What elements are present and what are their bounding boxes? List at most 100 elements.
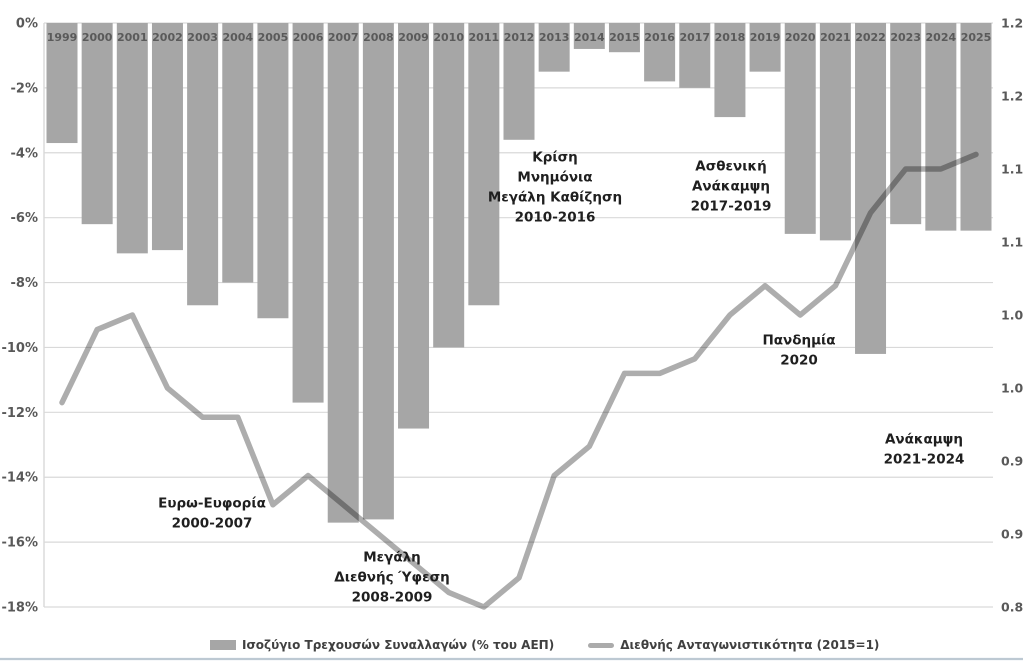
annotation-line: Ανάκαμψη bbox=[692, 179, 770, 195]
bar-2024 bbox=[925, 23, 957, 231]
annotation-line: 2020 bbox=[780, 353, 818, 369]
bar-year-label-2005: 2005 bbox=[258, 31, 289, 44]
bar-year-label-2000: 2000 bbox=[82, 31, 113, 44]
left-axis-label: -2% bbox=[11, 81, 38, 96]
bar-2023 bbox=[890, 23, 922, 225]
annotation-line: Ανάκαμψη bbox=[885, 432, 963, 448]
bar-2012 bbox=[503, 23, 535, 140]
bar-2010 bbox=[433, 23, 465, 348]
bar-year-label-2001: 2001 bbox=[117, 31, 148, 44]
bar-year-label-2009: 2009 bbox=[398, 31, 429, 44]
bar-2019 bbox=[749, 23, 781, 72]
bar-year-label-2002: 2002 bbox=[152, 31, 183, 44]
annotation-line: 2017-2019 bbox=[691, 199, 772, 215]
bar-year-label-2003: 2003 bbox=[187, 31, 218, 44]
annotation-line: 2008-2009 bbox=[352, 590, 433, 606]
annotation-weak-recovery: Ασθενική Ανάκαμψη 2017-2019 bbox=[691, 159, 772, 215]
bar-year-label-1999: 1999 bbox=[47, 31, 78, 44]
left-axis-label: -4% bbox=[11, 146, 38, 161]
annotation-line: Κρίση bbox=[532, 150, 578, 166]
bar-2001 bbox=[116, 23, 148, 254]
bar-year-label-2017: 2017 bbox=[679, 31, 710, 44]
annotation-line: Μεγάλη Καθίζηση bbox=[488, 190, 622, 206]
bar-2007 bbox=[327, 23, 359, 523]
legend-label-competitiveness: Διεθνής Ανταγωνιστικότητα (2015=1) bbox=[620, 638, 880, 652]
left-axis-label: 0% bbox=[16, 17, 38, 32]
left-axis-label: -14% bbox=[1, 471, 38, 486]
bar-2022 bbox=[855, 23, 887, 354]
bar-2008 bbox=[362, 23, 394, 520]
legend-item-current-account: Ισοζύγιο Τρεχουσών Συναλλαγών (% του ΑΕΠ… bbox=[210, 638, 554, 652]
legend-line-swatch-icon bbox=[588, 642, 615, 648]
bar-year-label-2018: 2018 bbox=[715, 31, 746, 44]
left-axis-label: -6% bbox=[11, 211, 38, 226]
right-axis-label: 0.8 bbox=[1001, 600, 1023, 615]
bar-2018 bbox=[714, 23, 746, 118]
bar-year-label-2014: 2014 bbox=[574, 31, 605, 44]
bar-2021 bbox=[819, 23, 851, 241]
chart-legend: Ισοζύγιο Τρεχουσών Συναλλαγών (% του ΑΕΠ… bbox=[210, 638, 879, 652]
right-axis-label: 0.9 bbox=[1001, 527, 1023, 542]
bar-2002 bbox=[151, 23, 183, 251]
bar-year-label-2024: 2024 bbox=[926, 31, 957, 44]
bar-2013 bbox=[538, 23, 570, 72]
bar-year-label-2006: 2006 bbox=[293, 31, 324, 44]
annotation-line: Ευρω-Ευφορία bbox=[158, 496, 266, 512]
bar-year-label-2007: 2007 bbox=[328, 31, 359, 44]
bar-year-label-2008: 2008 bbox=[363, 31, 394, 44]
bar-year-label-2015: 2015 bbox=[609, 31, 640, 44]
bar-year-label-2025: 2025 bbox=[961, 31, 992, 44]
bar-2009 bbox=[398, 23, 430, 429]
left-axis-label: -8% bbox=[11, 276, 38, 291]
legend-label-current-account: Ισοζύγιο Τρεχουσών Συναλλαγών (% του ΑΕΠ… bbox=[242, 638, 555, 652]
annotation-line: Μνημόνια bbox=[517, 170, 592, 186]
bar-2005 bbox=[257, 23, 289, 319]
left-axis-label: -12% bbox=[1, 406, 38, 421]
competitiveness-line bbox=[59, 151, 979, 610]
bar-year-label-2013: 2013 bbox=[539, 31, 570, 44]
right-axis-label: 1.2 bbox=[1001, 16, 1023, 31]
legend-item-competitiveness: Διεθνής Ανταγωνιστικότητα (2015=1) bbox=[588, 638, 879, 652]
right-axis-label: 1.2 bbox=[1001, 89, 1023, 104]
left-axis-label: -18% bbox=[1, 601, 38, 616]
bar-2003 bbox=[187, 23, 219, 306]
annotation-recovery: Ανάκαμψη 2021-2024 bbox=[884, 432, 965, 468]
right-axis-label: 1.0 bbox=[1001, 381, 1023, 396]
annotation-pandemic: Πανδημία 2020 bbox=[762, 333, 835, 369]
bar-year-label-2019: 2019 bbox=[750, 31, 781, 44]
bar-2000 bbox=[81, 23, 113, 225]
annotation-crisis-memoranda: Κρίση Μνημόνια Μεγάλη Καθίζηση 2010-2016 bbox=[488, 150, 622, 226]
annotation-line: Πανδημία bbox=[762, 333, 835, 349]
right-axis-label: 1.1 bbox=[1001, 235, 1023, 250]
bar-year-label-2004: 2004 bbox=[222, 31, 253, 44]
right-axis-label: 1.0 bbox=[1001, 308, 1023, 323]
annotation-euro-euphoria: Ευρω-Ευφορία 2000-2007 bbox=[158, 496, 266, 532]
bar-year-label-2023: 2023 bbox=[890, 31, 921, 44]
right-axis-label: 1.1 bbox=[1001, 162, 1023, 177]
annotation-line: 2021-2024 bbox=[884, 452, 965, 468]
right-axis-label: 0.9 bbox=[1001, 454, 1023, 469]
bar-year-label-2021: 2021 bbox=[820, 31, 851, 44]
legend-bar-swatch-icon bbox=[210, 640, 236, 650]
bar-2004 bbox=[222, 23, 254, 283]
bar-2014 bbox=[573, 23, 605, 49]
bar-2020 bbox=[784, 23, 816, 234]
bar-year-label-2020: 2020 bbox=[785, 31, 816, 44]
annotation-great-recession: Μεγάλη Διεθνής Ύφεση 2008-2009 bbox=[334, 550, 449, 606]
bar-2017 bbox=[679, 23, 711, 88]
bar-year-label-2011: 2011 bbox=[469, 31, 500, 44]
annotation-line: 2000-2007 bbox=[172, 516, 253, 532]
bar-year-label-2022: 2022 bbox=[855, 31, 886, 44]
left-axis-label: -10% bbox=[1, 341, 38, 356]
bar-2011 bbox=[468, 23, 500, 306]
annotation-line: Ασθενική bbox=[695, 159, 766, 175]
bar-2025 bbox=[960, 23, 992, 231]
bar-2015 bbox=[608, 23, 640, 53]
bar-2006 bbox=[292, 23, 324, 403]
annotation-line: Διεθνής Ύφεση bbox=[334, 570, 449, 586]
left-axis-label: -16% bbox=[1, 536, 38, 551]
bar-1999 bbox=[46, 23, 78, 144]
bar-year-label-2010: 2010 bbox=[433, 31, 464, 44]
